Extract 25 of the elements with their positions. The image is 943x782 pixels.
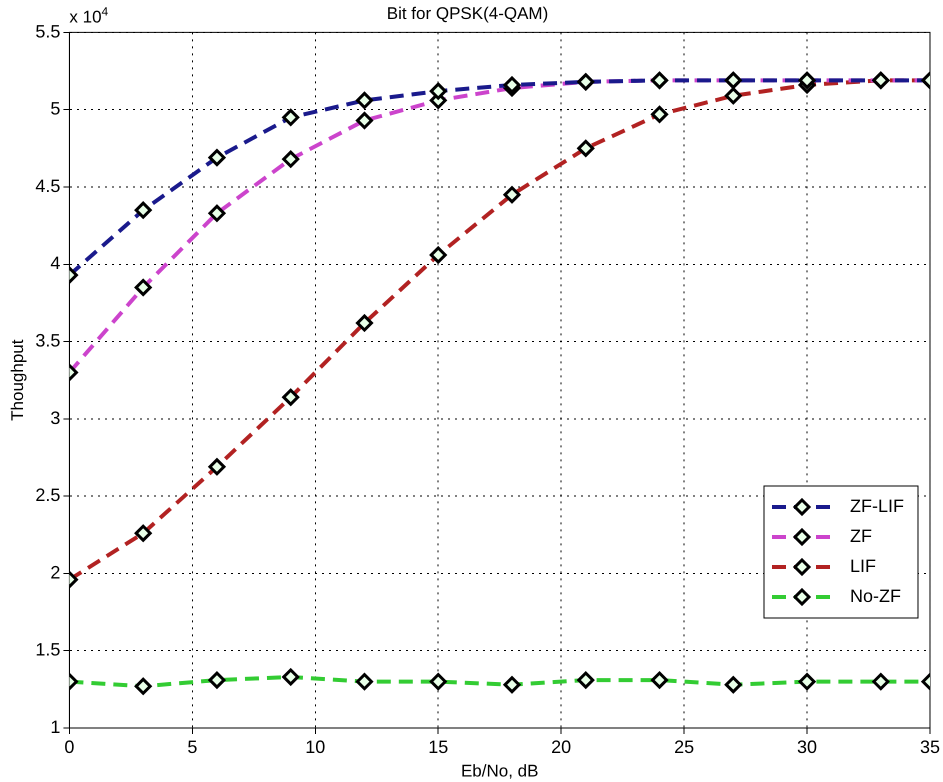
y-tick-label: 1 [50, 716, 60, 737]
y-axis-title: Thoughput [8, 339, 27, 421]
y-tick-label: 3.5 [35, 330, 60, 351]
x-axis-title: Eb/No, dB [460, 761, 538, 780]
legend-label: ZF-LIF [850, 496, 904, 516]
legend-label: ZF [850, 526, 872, 546]
x-tick-label: 15 [428, 736, 448, 757]
y-tick-label: 3 [50, 408, 60, 428]
y-tick-label: 2.5 [35, 485, 60, 506]
x-tick-label: 5 [187, 736, 198, 757]
x-tick-label: 0 [64, 736, 74, 757]
x-tick-label: 35 [920, 736, 940, 757]
y-tick-label: 5 [50, 98, 60, 119]
y-tick-label: 1.5 [35, 640, 60, 660]
legend-label: No-ZF [850, 586, 901, 606]
y-tick-label: 4 [50, 253, 60, 274]
y-tick-label: 4.5 [35, 176, 60, 196]
y-tick-label: 5.5 [35, 21, 60, 42]
chart-title: Bit for QPSK(4-QAM) [386, 4, 548, 23]
x-tick-label: 25 [674, 736, 694, 757]
x-tick-label: 20 [551, 736, 572, 757]
y-tick-label: 2 [50, 562, 60, 582]
x-tick-label: 30 [797, 736, 818, 757]
x-tick-label: 10 [305, 736, 326, 757]
legend-label: LIF [850, 556, 876, 576]
